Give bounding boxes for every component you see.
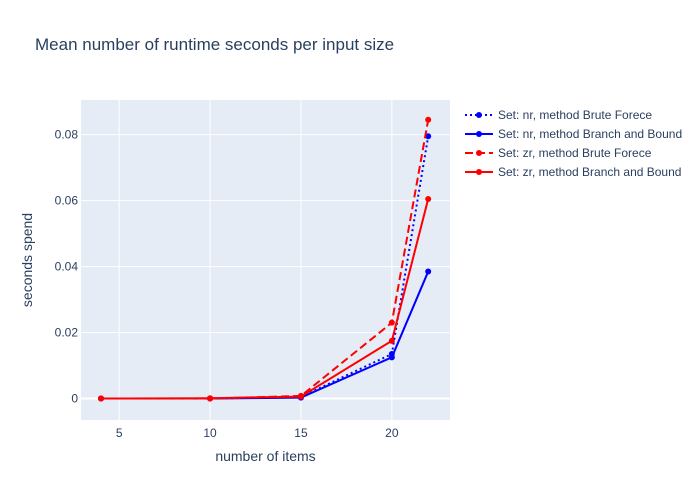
series-group (97, 116, 432, 402)
legend-item: Set: nr, method Brute Forece (465, 108, 652, 122)
tick-labels: 5 10 15 20 0 0.02 0.04 0.06 0.08 (55, 128, 399, 440)
legend-item: Set: zr, method Branch and Bound (465, 165, 681, 179)
data-point (425, 133, 432, 140)
legend-label: Set: zr, method Branch and Bound (498, 165, 681, 179)
y-tick-label: 0 (71, 392, 78, 406)
legend-item: Set: zr, method Brute Forece (465, 146, 652, 160)
legend-label: Set: zr, method Brute Forece (498, 146, 652, 160)
data-point (388, 337, 395, 344)
legend-label: Set: nr, method Branch and Bound (498, 127, 682, 141)
data-point (207, 395, 214, 402)
x-axis-title: number of items (215, 448, 315, 464)
plot-area (81, 100, 450, 420)
series-4 (97, 195, 432, 402)
legend-swatch-marker (476, 150, 482, 156)
legend-swatch-marker (476, 131, 482, 137)
data-point (388, 319, 395, 326)
x-tick-label: 20 (385, 426, 399, 440)
x-tick-label: 5 (116, 426, 123, 440)
data-point (97, 395, 104, 402)
data-point (425, 195, 432, 202)
x-tick-label: 15 (294, 426, 308, 440)
data-point (297, 393, 304, 400)
legend: Set: nr, method Brute Forece Set: nr, met… (465, 108, 682, 179)
y-tick-label: 0.02 (55, 326, 79, 340)
legend-item: Set: nr, method Branch and Bound (465, 127, 682, 141)
legend-swatch-marker (476, 112, 482, 118)
data-point (425, 268, 432, 275)
y-axis-title: seconds spend (19, 213, 35, 307)
data-point (425, 116, 432, 123)
y-tick-label: 0.04 (55, 260, 79, 274)
legend-swatch-marker (476, 169, 482, 175)
data-point (388, 354, 395, 361)
chart-title: Mean number of runtime seconds per input… (35, 35, 394, 54)
x-tick-label: 10 (203, 426, 217, 440)
y-tick-label: 0.08 (55, 128, 79, 142)
legend-label: Set: nr, method Brute Forece (498, 108, 652, 122)
y-tick-label: 0.06 (55, 194, 79, 208)
